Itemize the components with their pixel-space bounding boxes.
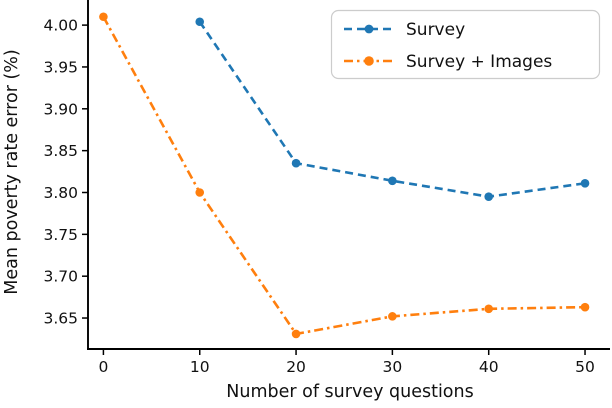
data-point-survey: [291, 158, 301, 168]
data-point-survey-images: [195, 188, 205, 197]
data-point-survey-images: [291, 329, 301, 339]
x-tick-label: 40: [479, 358, 499, 376]
y-tick-label: 3.90: [43, 100, 78, 118]
y-tick-label: 3.80: [43, 184, 78, 202]
data-point-survey-images: [484, 304, 494, 314]
legend-label-survey: Survey: [406, 20, 465, 40]
data-point-survey-images: [388, 312, 397, 321]
legend-marker-survey-images: [364, 56, 374, 66]
data-point-survey: [580, 178, 590, 188]
legend-item-survey: Survey: [344, 20, 465, 40]
x-tick-label: 30: [383, 358, 403, 376]
y-tick-label: 3.70: [43, 268, 78, 286]
x-tick-label: 50: [575, 358, 595, 376]
y-tick-label: 4.00: [43, 17, 78, 35]
legend: Survey Survey + Images: [330, 9, 601, 80]
x-tick-label: 20: [286, 358, 306, 376]
y-tick-label: 3.75: [43, 226, 78, 244]
legend-label-survey-images: Survey + Images: [406, 52, 552, 72]
plot-area: 4.00 3.95 3.90 3.85 3.80 3.75 3.70 3.65 0 10 20 30 4…: [43, 0, 610, 376]
data-point-survey: [484, 192, 494, 201]
legend-box: [330, 9, 601, 80]
y-tick-label: 3.85: [43, 142, 78, 160]
x-axis-label: Number of survey questions: [226, 382, 473, 402]
legend-item-survey-images: Survey + Images: [344, 52, 552, 72]
data-point-survey-images: [580, 302, 590, 312]
legend-marker-survey: [364, 24, 374, 34]
y-tick-label: 3.95: [43, 58, 78, 76]
y-axis-label: Mean poverty rate error (%): [2, 49, 22, 294]
x-tick-label: 10: [190, 358, 210, 376]
x-tick-label: 0: [98, 358, 108, 376]
y-tick-label: 3.65: [43, 310, 78, 328]
data-point-survey: [195, 17, 205, 27]
data-point-survey: [388, 176, 397, 186]
data-point-survey-images: [99, 12, 108, 22]
